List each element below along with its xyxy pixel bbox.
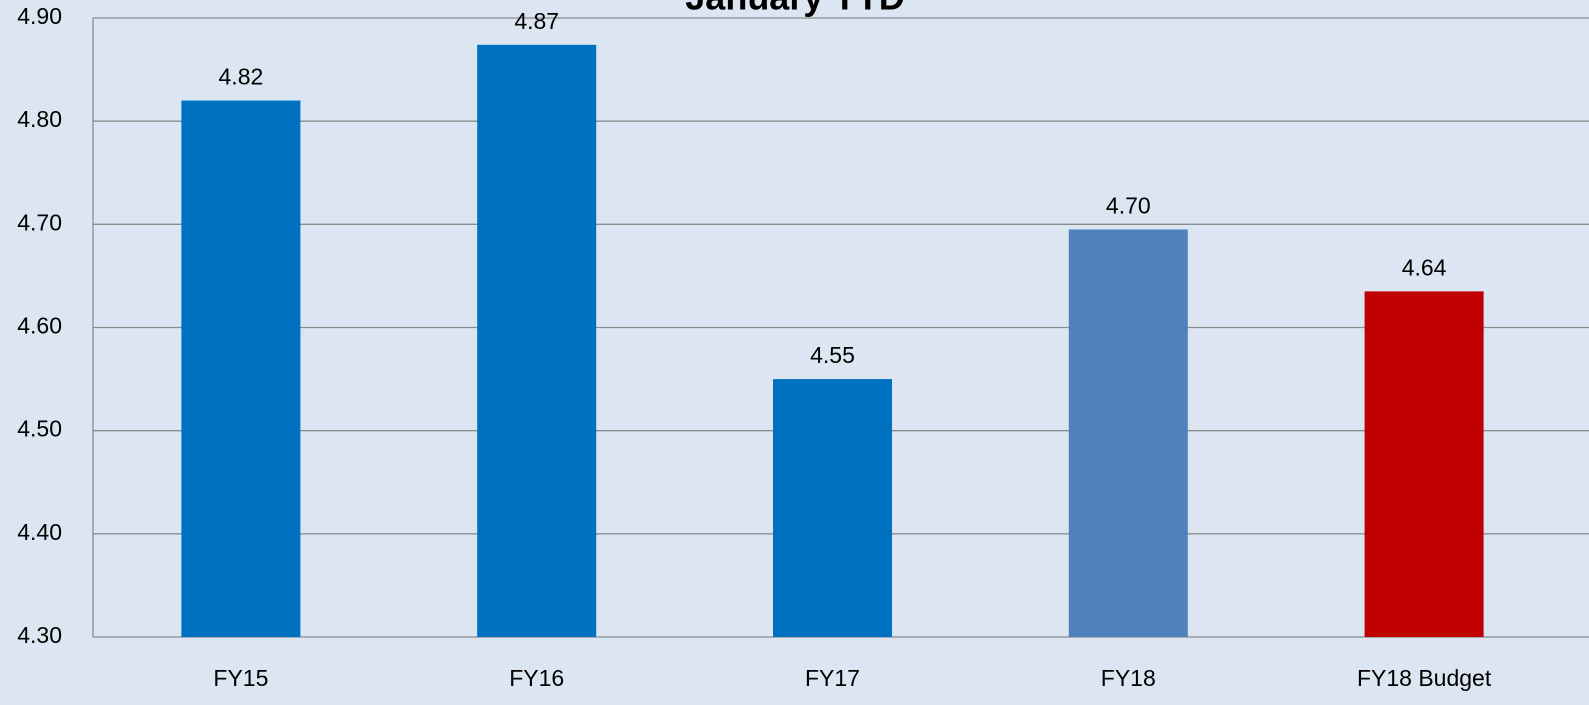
bar — [773, 379, 892, 637]
y-tick-label: 4.30 — [17, 622, 62, 648]
y-tick-label: 4.80 — [17, 106, 62, 132]
chart-title: January YTD — [685, 0, 904, 18]
y-tick-label: 4.50 — [17, 416, 62, 442]
bar — [181, 100, 301, 638]
data-label: 4.64 — [1402, 254, 1447, 280]
bar — [1364, 291, 1484, 637]
x-tick-label: FY15 — [213, 665, 268, 691]
x-tick-label: FY16 — [509, 665, 564, 691]
data-label: 4.55 — [810, 342, 855, 368]
bar — [1068, 229, 1188, 637]
x-tick-label: FY18 Budget — [1357, 665, 1492, 691]
y-tick-label: 4.40 — [17, 519, 62, 545]
y-tick-label: 4.90 — [17, 3, 62, 29]
data-label: 4.87 — [514, 8, 559, 34]
bar — [477, 44, 597, 637]
data-label: 4.82 — [219, 64, 264, 90]
y-tick-label: 4.60 — [17, 313, 62, 339]
data-label: 4.70 — [1106, 193, 1151, 219]
x-tick-label: FY17 — [805, 665, 860, 691]
x-tick-label: FY18 — [1101, 665, 1156, 691]
y-tick-label: 4.70 — [17, 209, 62, 235]
